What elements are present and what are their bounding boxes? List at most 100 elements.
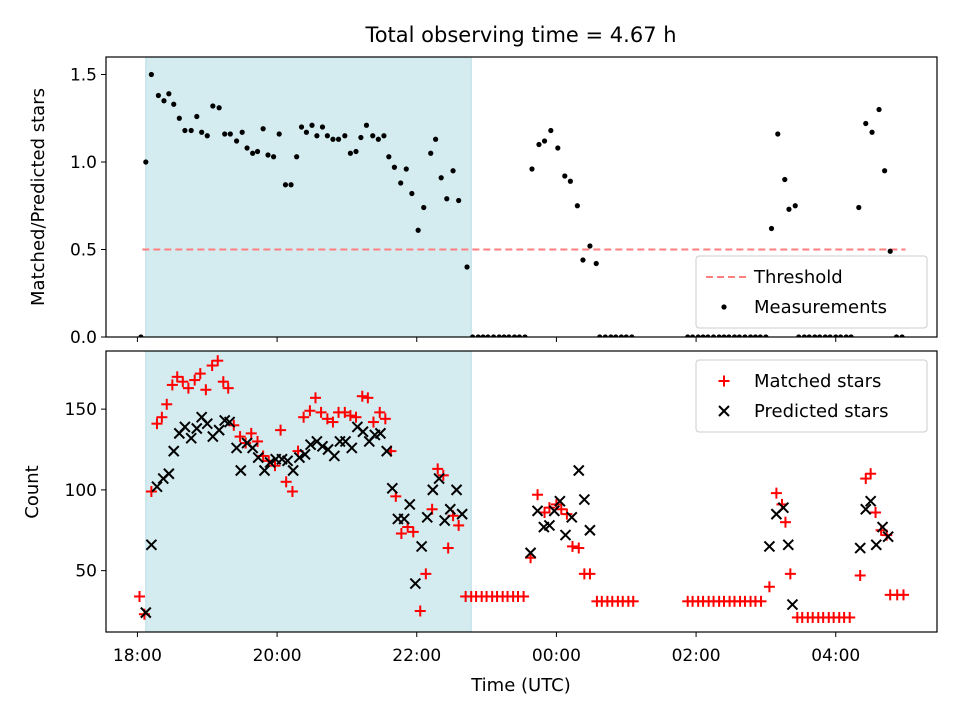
measurement-point [353,148,359,155]
predicted-star-point-b [140,606,152,619]
measurement-point [199,129,205,135]
measurement-point [155,92,161,99]
matched-star-point [865,468,877,480]
measurement-point [736,334,742,337]
predicted-star-point [213,424,225,436]
predicted-star-point [584,524,596,536]
bottom-panel: 50 100 150 18:00 20:00 22:00 00:00 02:00 04:00 Ma… [65,350,938,666]
measurement-point [731,334,738,337]
predicted-star-point [876,521,889,533]
predicted-star-point [786,598,799,611]
matched-star-point [304,405,316,417]
measurement-point [294,154,300,160]
predicted-star-point-b [311,435,323,448]
bottom-ylabel: Count [22,465,43,518]
predicted-star-point-b [168,445,180,457]
measurement-point [869,129,875,135]
measurement-point [757,334,763,337]
measurement-point [747,334,754,337]
predicted-star-point-b [151,480,163,493]
observing-window-shade [145,350,472,633]
matched-star-point [379,413,391,425]
y-tick-label: 1.5 [70,66,97,86]
measurement-point [742,334,748,337]
matched-star-point [151,418,163,430]
measurement-point [370,133,376,139]
y-tick-label: 0.0 [70,328,97,348]
measurement-point [309,122,315,128]
measurement-point [705,334,711,337]
predicted-star-point-b [404,498,416,511]
measurement-point [176,115,182,121]
measurement-point [710,334,717,337]
measurement-point [227,131,233,137]
predicted-star-point [304,438,317,451]
plot-area [134,355,909,623]
measurement-point [282,182,289,188]
predicted-star-point-b [219,414,231,427]
measurement-point [893,334,900,337]
matched-star-point [432,463,444,475]
measurement-point [363,122,370,128]
measurement-point [752,334,759,337]
legend-label: Measurements [754,297,887,318]
measurement-point [689,334,696,337]
predicted-star-point-b [548,505,561,517]
predicted-star-point [168,445,180,457]
matched-star-point [189,374,201,386]
predicted-star-point-b [252,451,264,464]
measurement-point [188,127,194,134]
matched-star-point [770,487,782,499]
predicted-star-point-b [241,437,253,449]
matched-star-point [344,410,356,422]
matched-star-point [339,406,351,418]
measurement-point [171,101,177,107]
measurement-point [464,264,470,270]
matched-star-point [763,581,775,593]
measurement-point [838,334,844,337]
predicted-star-point [258,464,271,477]
measurement-point [887,248,893,254]
predicted-star-point-b [293,451,306,464]
measurement-point [567,178,573,184]
matched-star-point [414,605,426,617]
matched-star-point [860,473,872,485]
matched-star-point [315,406,327,418]
predicted-star-point [548,505,561,517]
predicted-star-point-b [415,540,428,553]
predicted-star-point-b [763,540,776,553]
predicted-star-point [566,511,578,524]
matched-star-point [555,503,567,515]
matched-star-point [779,516,791,528]
predicted-star-point-b [566,511,578,524]
predicted-star-point [381,445,393,457]
y-tick-label: 150 [65,400,97,420]
measurement-point [288,182,294,188]
measurement-point [501,334,507,337]
measurement-point [848,334,854,337]
measurement-point [782,176,788,183]
measurement-point [548,127,554,134]
predicted-star-point [357,426,369,438]
measurement-point [511,334,518,337]
matched-star-point [166,379,178,391]
predicted-star-point [882,531,894,543]
predicted-star-point [554,495,566,507]
measurement-point [792,203,798,209]
predicted-star-point-b [328,450,341,462]
measurement-point [470,334,476,337]
predicted-star-point [578,493,591,506]
measurement-point [496,334,502,337]
legend-box [695,255,928,329]
matched-star-point [844,611,856,623]
matched-star-point [395,527,407,539]
predicted-star-point [860,503,872,515]
predicted-star-point-b [433,472,445,485]
predicted-star-point-b [882,531,894,543]
measurement-point [882,168,888,174]
predicted-star-point [386,482,399,494]
measurement-point [194,113,200,120]
predicted-star-point [235,464,247,477]
predicted-star-point [140,606,152,619]
